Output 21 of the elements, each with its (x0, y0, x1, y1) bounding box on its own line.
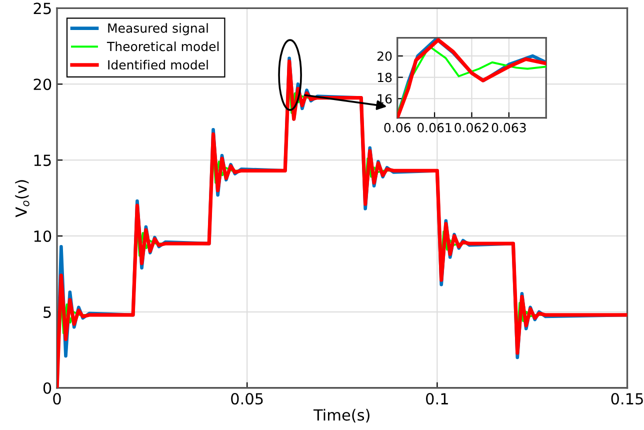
x-tick-label: 0.063 (492, 122, 526, 132)
y-tick-label: 0 (43, 382, 52, 394)
y-tick-label: 20 (34, 78, 52, 90)
y-tick-label: 20 (377, 51, 392, 61)
x-tick-label: 0 (53, 392, 61, 405)
x-tick-label: 0.05 (231, 392, 263, 405)
legend-label: Identified model (108, 60, 208, 70)
x-tick-label: 0.15 (611, 392, 643, 405)
y-tick-label: 25 (34, 2, 51, 14)
y-tick-label: 15 (34, 154, 51, 166)
x-tick-label: 0.061 (417, 122, 452, 132)
y-tick-label: 5 (44, 306, 51, 318)
y-tick-label: 10 (34, 230, 52, 242)
x-tick-label: 0.1 (426, 392, 448, 405)
x-tick-label: 0.06 (384, 122, 410, 132)
y-tick-label: 18 (378, 72, 392, 82)
y-axis-title: V$_{o}$(v) (15, 180, 30, 218)
x-tick-label: 0.062 (454, 122, 488, 132)
legend-label: Theoretical model (106, 42, 219, 52)
x-axis-title: Time(s) (313, 408, 370, 423)
legend-label: Measured signal (108, 23, 208, 36)
